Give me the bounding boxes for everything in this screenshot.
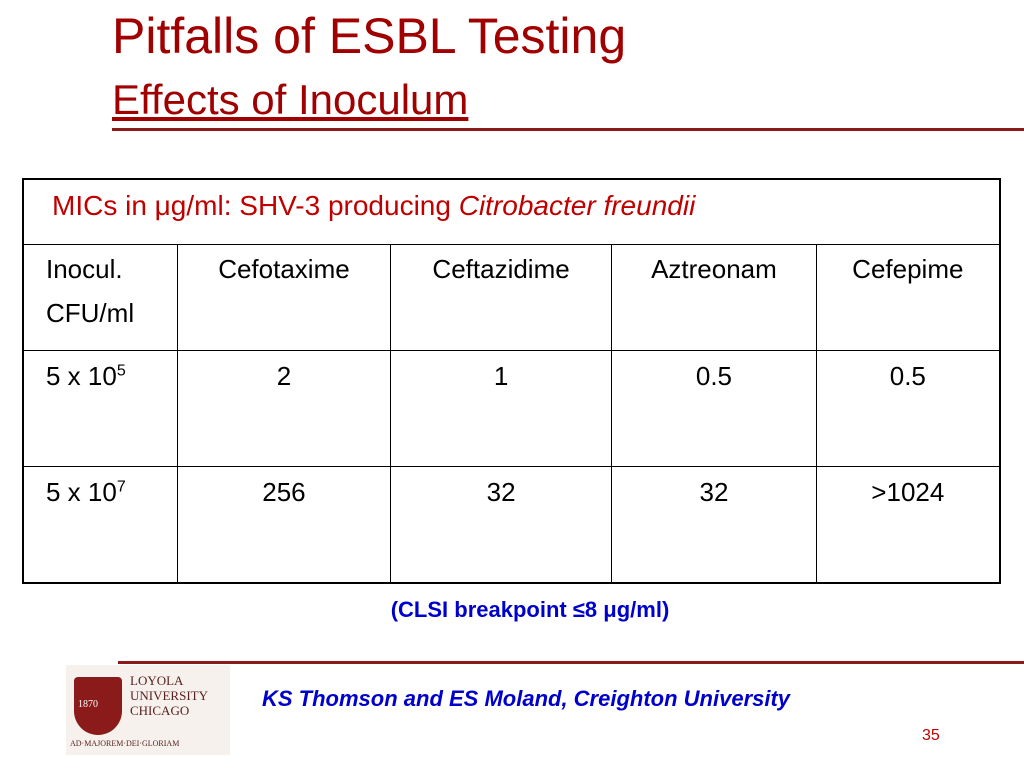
mic-value: 2 <box>177 350 391 467</box>
label-base: 5 x 10 <box>46 477 117 507</box>
row-label: 5 x 107 <box>22 466 178 584</box>
mic-value: 1 <box>389 350 613 467</box>
data-row: 5 x 105 2 1 0.5 0.5 <box>22 350 1001 467</box>
logo-year: 1870 <box>78 699 98 710</box>
mic-table: MICs in μg/ml: SHV-3 producing Citrobact… <box>22 178 1001 584</box>
divider <box>118 661 1024 664</box>
title: Pitfalls of ESBL Testing <box>112 8 627 64</box>
column-header: Cefepime <box>815 244 1001 351</box>
mic-value: 32 <box>611 466 817 584</box>
header-row: Inocul. CFU/ml Cefotaxime Ceftazidime Aztre… <box>22 244 1001 351</box>
divider <box>112 128 1024 131</box>
caption: MICs in μg/ml: SHV-3 producing Citrobact… <box>22 178 1001 245</box>
note: (CLSI breakpoint ≤8 μg/ml) <box>390 597 670 622</box>
logo-name: LOYOLA UNIVERSITY CHICAGO <box>130 673 208 718</box>
subtitle: Effects of Inoculum <box>112 76 469 123</box>
label-base: 5 x 10 <box>46 361 117 391</box>
logo-motto: AD·MAJOREM·DEI·GLORIAM <box>70 739 180 748</box>
row-label: 5 x 105 <box>22 350 178 467</box>
mic-value: 256 <box>177 466 391 584</box>
column-header: Cefotaxime <box>177 244 391 351</box>
label-exponent: 7 <box>116 478 126 496</box>
mic-value: 0.5 <box>611 350 817 467</box>
caption-text: MICs in μg/ml: SHV-3 producing <box>52 190 459 221</box>
mic-value: 0.5 <box>815 350 1001 467</box>
caption-row: MICs in μg/ml: SHV-3 producing Citrobact… <box>22 178 1001 245</box>
column-header: Aztreonam <box>611 244 817 351</box>
page-number: 35 <box>922 727 940 744</box>
mic-value: 32 <box>389 466 613 584</box>
mic-value: >1024 <box>815 466 1001 584</box>
column-header: Inocul. CFU/ml <box>22 244 178 351</box>
data-row: 5 x 107 256 32 32 >1024 <box>22 466 1001 584</box>
logo: 1870 LOYOLA UNIVERSITY CHICAGO AD·MAJORE… <box>66 665 230 755</box>
logo-shield <box>74 677 122 735</box>
organism: Citrobacter freundii <box>458 190 696 221</box>
credit: KS Thomson and ES Moland, Creighton Univ… <box>262 686 791 711</box>
column-header: Ceftazidime <box>389 244 613 351</box>
label-exponent: 5 <box>116 362 126 380</box>
